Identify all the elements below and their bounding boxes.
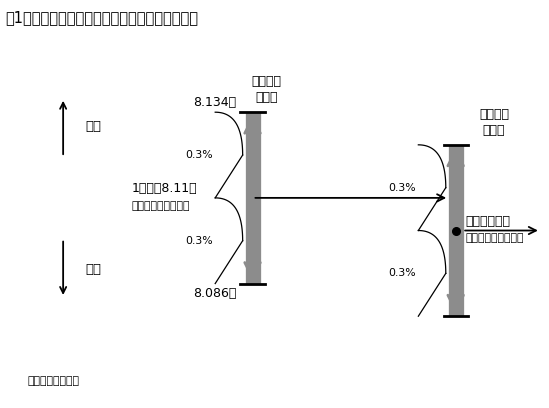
Text: 一日目の終値: 一日目の終値 (466, 215, 511, 228)
Text: 8.134元: 8.134元 (193, 96, 236, 109)
Text: 二日目の
レンジ: 二日目の レンジ (479, 108, 509, 137)
Text: 0.3%: 0.3% (388, 268, 416, 278)
Text: （一日目の中間値）: （一日目の中間値） (132, 201, 191, 211)
Text: 図1　新しい制度における人民元レートの決め方: 図1 新しい制度における人民元レートの決め方 (5, 10, 199, 25)
Text: 0.3%: 0.3% (185, 150, 212, 160)
Text: 元高: 元高 (85, 263, 101, 276)
Text: 元安: 元安 (85, 120, 101, 133)
Text: （二日目の中間値）: （二日目の中間値） (466, 233, 524, 243)
Text: 0.3%: 0.3% (388, 183, 416, 193)
Text: 1ドル＝8.11元: 1ドル＝8.11元 (132, 182, 198, 195)
Text: 8.086元: 8.086元 (193, 287, 236, 300)
Text: （出所）筆者作成: （出所）筆者作成 (27, 375, 80, 386)
Text: 0.3%: 0.3% (185, 236, 212, 246)
Text: 一日目の
レンジ: 一日目の レンジ (251, 75, 281, 104)
